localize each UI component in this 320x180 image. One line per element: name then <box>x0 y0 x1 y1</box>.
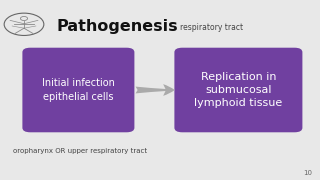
FancyBboxPatch shape <box>174 48 302 132</box>
Text: 10: 10 <box>303 170 312 176</box>
Text: Pathogenesis: Pathogenesis <box>56 19 178 34</box>
Text: Replication in
submucosal
lymphoid tissue: Replication in submucosal lymphoid tissu… <box>194 72 283 108</box>
Text: oropharynx OR upper respiratory tract: oropharynx OR upper respiratory tract <box>13 148 147 154</box>
FancyBboxPatch shape <box>22 48 134 132</box>
Text: respiratory tract: respiratory tract <box>180 23 243 32</box>
Text: Initial infection
epithelial cells: Initial infection epithelial cells <box>42 78 115 102</box>
